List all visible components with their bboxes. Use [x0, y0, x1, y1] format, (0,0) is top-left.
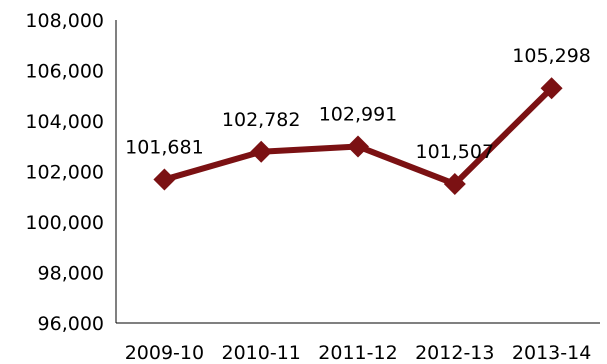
x-tick-labels: 2009-10 2010-11 2011-12 2012-13 2013-14	[125, 342, 592, 364]
y-tick-label: 100,000	[25, 212, 104, 234]
x-tick-label: 2012-13	[415, 342, 494, 364]
x-tick-label: 2013-14	[512, 342, 591, 364]
x-tick-label: 2011-12	[318, 342, 397, 364]
y-tick-label: 98,000	[38, 263, 104, 285]
data-point-marker	[153, 168, 176, 191]
data-point-marker	[443, 172, 466, 195]
y-tick-label: 102,000	[25, 162, 104, 184]
y-tick-label: 96,000	[38, 313, 104, 335]
series-markers	[153, 77, 563, 195]
data-label: 101,507	[416, 141, 495, 163]
data-label: 101,681	[125, 137, 204, 159]
data-labels: 101,681 102,782 102,991 101,507 105,298	[125, 45, 591, 163]
y-tick-labels: 96,000 98,000 100,000 102,000 104,000 106,000…	[25, 10, 104, 335]
data-label: 102,991	[319, 103, 398, 125]
y-tick-label: 106,000	[25, 61, 104, 83]
y-tick-label: 108,000	[25, 10, 104, 32]
data-point-marker	[250, 140, 273, 163]
y-tick-label: 104,000	[25, 111, 104, 133]
x-tick-label: 2010-11	[222, 342, 301, 364]
data-label: 105,298	[512, 45, 591, 67]
data-point-marker	[347, 135, 369, 158]
x-tick-label: 2009-10	[125, 342, 204, 364]
data-label: 102,782	[222, 109, 301, 131]
data-point-marker	[540, 77, 563, 100]
